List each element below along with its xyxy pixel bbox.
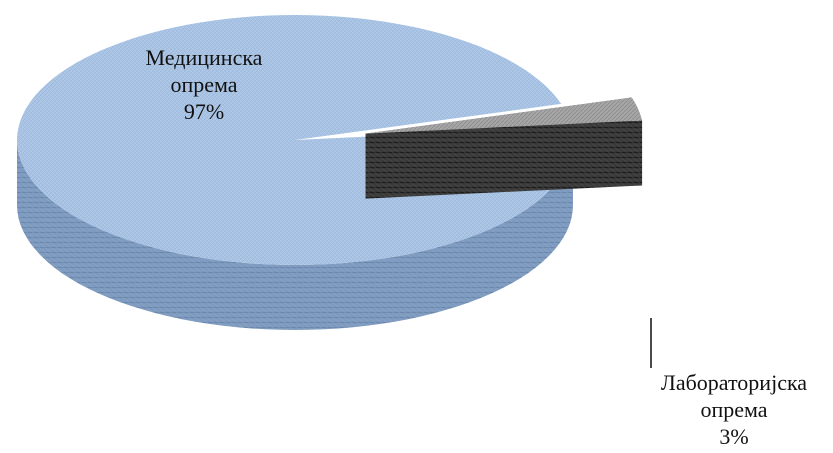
slice-value-label: 3% (719, 424, 749, 449)
slice-label-medicinska: Медицинска опрема 97% (120, 44, 288, 125)
pie-slice-side-0 (17, 140, 573, 330)
slice-label-line2: опрема (700, 397, 768, 422)
slice-label-laboratorijska: Лабораторијска опрема 3% (636, 369, 832, 450)
pie-slice-1 (365, 97, 643, 199)
pie-slice-top-0 (17, 15, 573, 265)
slice-label-line1: Медицинска (145, 45, 263, 70)
pie-slice-top-1 (365, 97, 643, 134)
pie-slice-0 (17, 15, 573, 330)
slice-label-line1: Лабораторијска (660, 370, 808, 395)
slice-value-label: 97% (183, 99, 225, 124)
slice-label-line2: опрема (170, 72, 238, 97)
pie-slice-face-1-1 (365, 120, 643, 199)
